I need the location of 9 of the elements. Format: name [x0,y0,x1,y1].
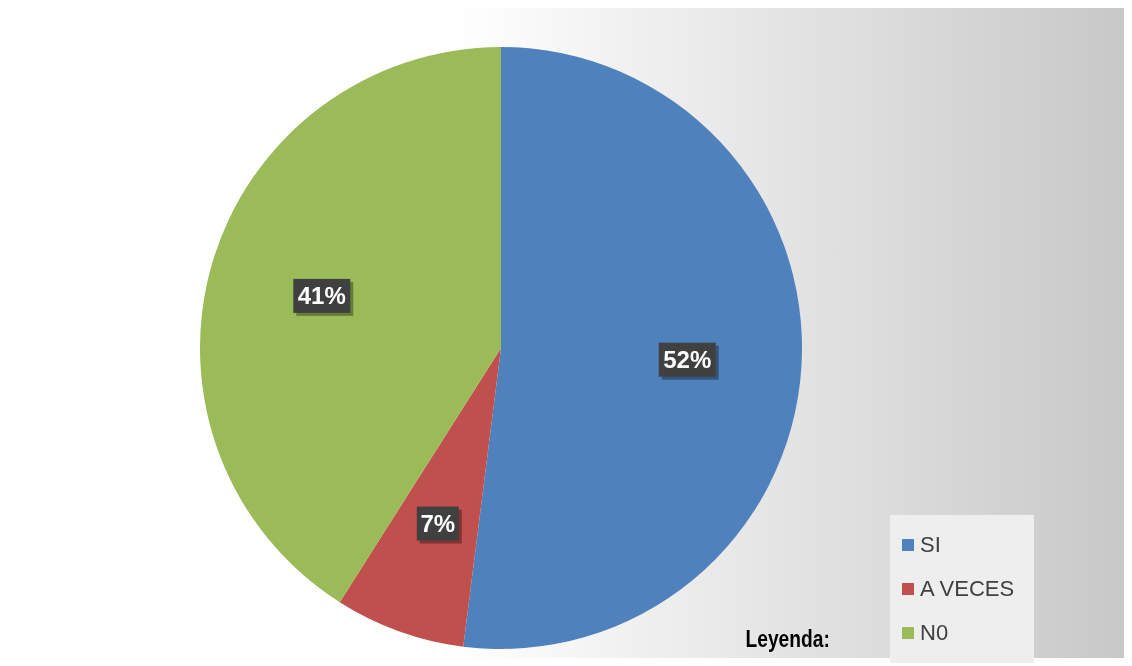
pie-slice [200,47,501,603]
data-label: 41% [297,282,346,310]
data-label: 7% [420,510,456,538]
data-label: 52% [663,346,712,374]
legend-label: SI [919,531,942,559]
legend-title: Leyenda: [745,625,830,653]
legend-label: N0 [919,619,950,647]
legend-label: A VECES [919,575,1016,603]
pie-slice [339,348,501,647]
